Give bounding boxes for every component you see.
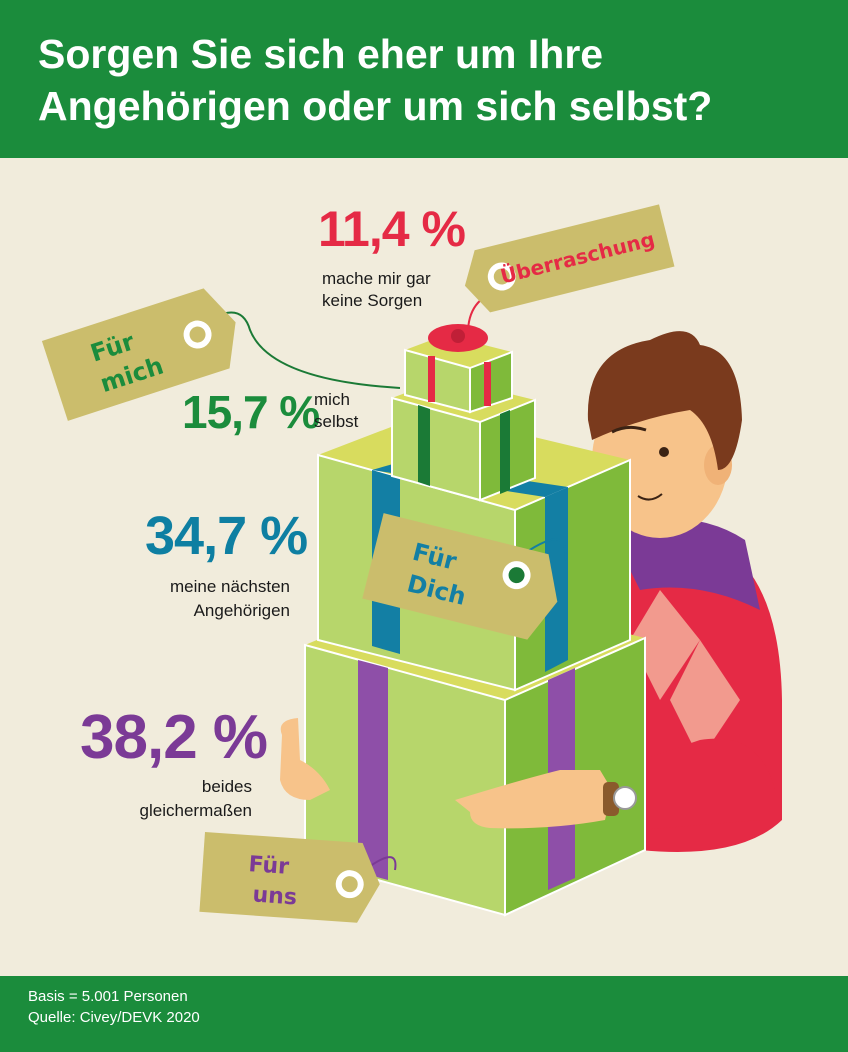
footer-source: Quelle: Civey/DEVK 2020	[28, 1009, 200, 1026]
scarf	[625, 517, 760, 610]
hair	[587, 331, 742, 470]
person	[587, 331, 782, 852]
eye	[659, 447, 669, 457]
header-bar: Sorgen Sie sich eher um Ihre Angehörigen…	[0, 0, 848, 158]
tag-you: Für Dich	[362, 513, 558, 640]
gift-box-tiny	[404, 324, 513, 414]
category-label-no-worries-2: keine Sorgen	[322, 291, 423, 310]
smile	[637, 493, 663, 501]
right-hand	[455, 770, 612, 829]
category-label-no-worries-1: mache mir gar	[322, 269, 431, 288]
tag-surprise: Überraschung	[464, 204, 675, 313]
value-label-relatives: 34,7 %	[145, 506, 308, 566]
category-label-relatives-2: Angehörigen	[193, 601, 290, 620]
tag-us: Für uns	[199, 831, 380, 923]
category-label-both-1: beides	[201, 777, 252, 796]
sweater-diamond	[630, 590, 700, 700]
category-label-myself-1: mich	[314, 390, 350, 409]
tag-us-line1: Für	[248, 852, 290, 880]
tag-us-line2: uns	[252, 882, 298, 910]
sweater-diamond-2	[670, 640, 740, 760]
value-label-both: 38,2 %	[80, 703, 268, 772]
category-label-myself-2: selbst	[314, 412, 359, 431]
category-label-relatives-1: meine nächsten	[169, 577, 290, 596]
tag-me: Für mich	[41, 288, 236, 421]
left-hand	[280, 718, 330, 800]
watch-icon	[603, 782, 619, 816]
page-title: Sorgen Sie sich eher um Ihre Angehörigen…	[38, 31, 713, 129]
eyebrow	[611, 425, 647, 434]
value-label-myself: 15,7 %	[182, 386, 320, 438]
footer-basis: Basis = 5.001 Personen	[28, 988, 188, 1005]
value-label-no-worries: 11,4 %	[318, 201, 466, 257]
category-label-both-2: gleichermaßen	[139, 801, 252, 820]
footer-bar: Basis = 5.001 Personen Quelle: Civey/DEV…	[0, 976, 848, 1052]
right-arm	[640, 738, 775, 830]
